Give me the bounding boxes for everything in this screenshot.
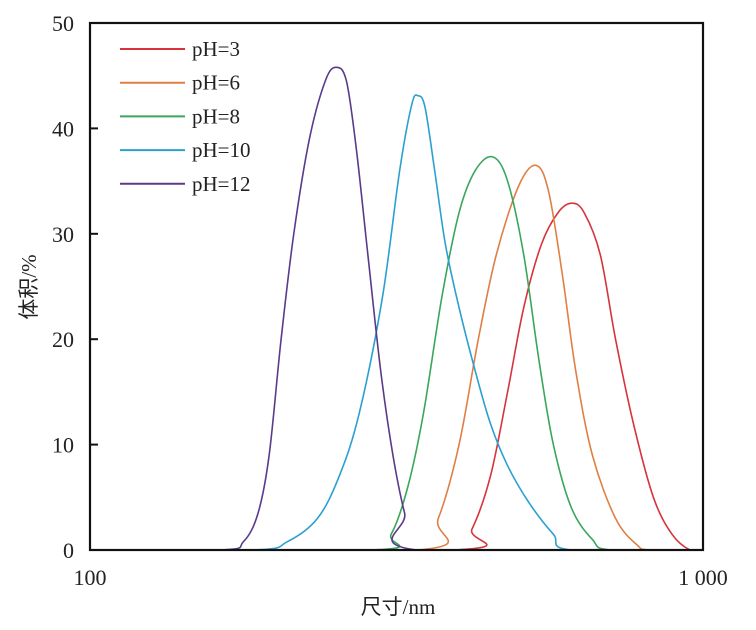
y-tick-label: 20 — [52, 327, 74, 352]
legend-label: pH=10 — [192, 138, 251, 162]
x-axis-label: 尺寸/nm — [361, 595, 436, 619]
y-axis: 0 10 20 30 40 50 — [52, 11, 98, 563]
legend-item: pH=6 — [120, 71, 240, 95]
legend-label: pH=6 — [192, 71, 240, 95]
series-line-ph-12 — [89, 66, 703, 551]
x-tick-label: 100 — [74, 565, 107, 590]
legend: pH=3 pH=6 pH=8 pH=10 pH=12 — [120, 37, 251, 196]
y-tick-label: 30 — [52, 222, 74, 247]
y-tick-label: 10 — [52, 433, 74, 458]
legend-item: pH=12 — [120, 172, 251, 196]
y-tick-label: 40 — [52, 116, 74, 141]
series-line-ph-10 — [89, 94, 703, 551]
legend-label: pH=8 — [192, 104, 240, 128]
legend-item: pH=3 — [120, 37, 240, 61]
x-tick-label: 1 000 — [678, 565, 728, 590]
legend-item: pH=10 — [120, 138, 251, 162]
legend-item: pH=8 — [120, 104, 240, 128]
x-axis: 100 1 000 — [74, 565, 728, 590]
y-axis-label: 体积/% — [17, 254, 41, 319]
series-line-ph-6 — [89, 164, 703, 551]
legend-label: pH=12 — [192, 172, 251, 196]
legend-label: pH=3 — [192, 37, 240, 61]
y-tick-label: 0 — [63, 538, 74, 563]
plot-frame — [88, 21, 705, 552]
series-line-ph-8 — [89, 155, 703, 551]
series-line-ph-3 — [89, 202, 703, 551]
y-tick-label: 50 — [52, 11, 74, 36]
curves — [89, 66, 703, 551]
